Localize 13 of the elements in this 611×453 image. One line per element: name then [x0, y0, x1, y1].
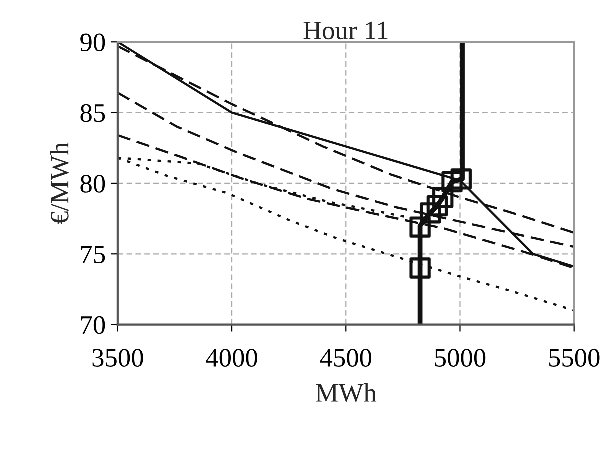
y-tick-label: 70: [81, 316, 106, 334]
x-tick-label: 5500: [549, 349, 600, 367]
y-tick-label: 85: [80, 104, 106, 122]
x-axis-title: MWh: [316, 383, 377, 402]
y-tick-label: 80: [80, 175, 106, 193]
chart-title: Hour 11: [304, 22, 388, 40]
y-tick-label: 90: [80, 34, 106, 52]
x-tick-label: 3500: [92, 349, 144, 367]
y-tick-label: 75: [81, 246, 106, 264]
x-tick-label: 4500: [320, 349, 372, 367]
y-axis-title: €/MWh: [50, 142, 69, 224]
x-tick-label: 4000: [206, 349, 258, 367]
x-tick-label: 5000: [435, 349, 486, 367]
